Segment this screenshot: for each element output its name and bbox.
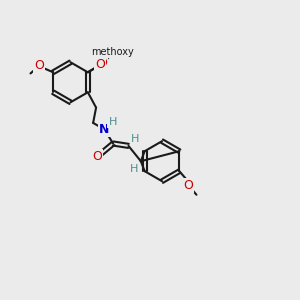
Text: O: O — [92, 150, 102, 163]
Text: H: H — [131, 134, 139, 144]
Text: O: O — [98, 58, 107, 68]
Text: methoxy: methoxy — [91, 47, 134, 57]
Text: H: H — [108, 117, 117, 127]
Text: O: O — [95, 58, 105, 71]
Text: O: O — [34, 59, 44, 72]
Text: O: O — [183, 178, 193, 191]
Text: H: H — [130, 164, 139, 173]
Text: N: N — [99, 123, 110, 136]
